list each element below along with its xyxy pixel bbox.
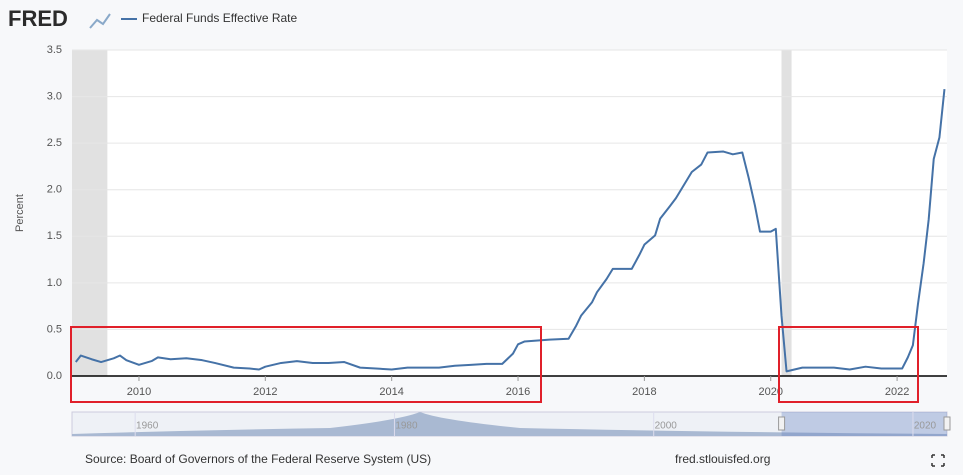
y-tick-label: 2.5 [47,137,62,149]
site-link[interactable]: fred.stlouisfed.org [675,452,770,466]
navigator-tick-label: 2000 [655,421,678,432]
navigator-handle [943,416,951,431]
x-tick-label: 2014 [379,386,403,398]
x-tick-label: 2022 [885,386,909,398]
x-tick-label: 2010 [127,386,151,398]
navigator-shape [72,412,947,436]
y-axis-label: Percent [14,194,26,232]
y-tick-label: 3.0 [47,90,62,102]
y-tick-label: 0.5 [47,323,62,335]
x-tick-label: 2016 [506,386,530,398]
y-tick-label: 0.0 [47,370,62,382]
plot: 0.0 0.5 1.0 1.5 2.0 2.5 3.0 3.5 2010 2012 2014 2016… [47,44,947,398]
x-tick-label: 2018 [632,386,656,398]
navigator-handle [778,416,786,431]
recession-band [781,50,792,376]
x-tick-label: 2012 [253,386,277,398]
x-tick-label: 2020 [758,386,782,398]
navigator-tick-label: 1960 [136,421,159,432]
recession-band [72,50,108,376]
highlight-box [70,326,542,403]
plot-area [72,50,947,376]
fullscreen-icon[interactable] [931,454,945,467]
navigator-tick-label: 1980 [395,421,418,432]
legend-label: Federal Funds Effective Rate [142,11,298,25]
y-tick-label: 1.0 [47,277,62,289]
y-tick-label: 2.0 [47,184,62,196]
logo: FRED [8,6,68,31]
source: Source: Board of Governors of the Federa… [85,452,431,466]
series-line [74,89,946,373]
y-tick-label: 3.5 [47,44,62,56]
navigator-axis: 1960 1980 2000 2020 [134,412,951,436]
highlight-box [778,326,919,403]
logo-icon [89,13,111,29]
y-tick-label: 1.5 [47,230,62,242]
navigator-selection [781,412,947,436]
navigator-tick-label: 2020 [914,421,937,432]
